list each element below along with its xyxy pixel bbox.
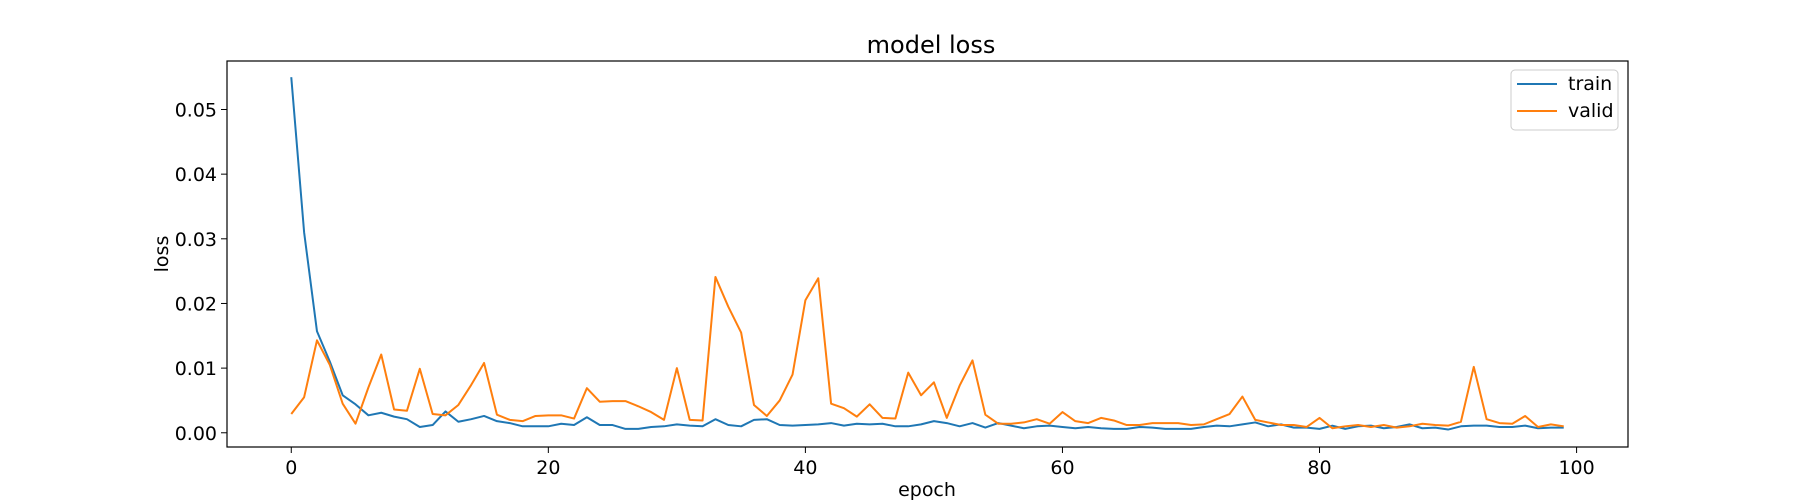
- x-axis-ticks: 0 20 40 60 80 100: [285, 447, 1595, 479]
- legend: train valid: [1510, 69, 1619, 131]
- y-axis-ticks: 0.00 0.01 0.02 0.03 0.04 0.05: [175, 99, 227, 445]
- legend-label-train: train: [1568, 73, 1612, 95]
- y-tick-label: 0.04: [175, 164, 217, 186]
- x-tick-label: 20: [536, 457, 560, 479]
- series-line-train: [290, 77, 1564, 431]
- x-tick-label: 0: [285, 457, 297, 479]
- x-tick-label: 80: [1307, 457, 1331, 479]
- y-axis-label: loss: [151, 236, 173, 273]
- y-tick-label: 0.03: [175, 229, 217, 251]
- x-axis-label: epoch: [898, 479, 956, 500]
- plot-area: [290, 77, 1564, 431]
- y-tick-label: 0.01: [175, 358, 217, 380]
- series-line-valid: [290, 275, 1564, 430]
- legend-label-valid: valid: [1568, 100, 1614, 122]
- y-tick-label: 0.02: [175, 293, 217, 315]
- chart-title: model loss: [867, 31, 996, 59]
- y-tick-label: 0.05: [175, 99, 217, 121]
- x-tick-label: 100: [1558, 457, 1594, 479]
- x-tick-label: 60: [1050, 457, 1074, 479]
- x-tick-label: 40: [793, 457, 817, 479]
- y-tick-label: 0.00: [175, 423, 217, 445]
- axes-frame: [226, 60, 1629, 448]
